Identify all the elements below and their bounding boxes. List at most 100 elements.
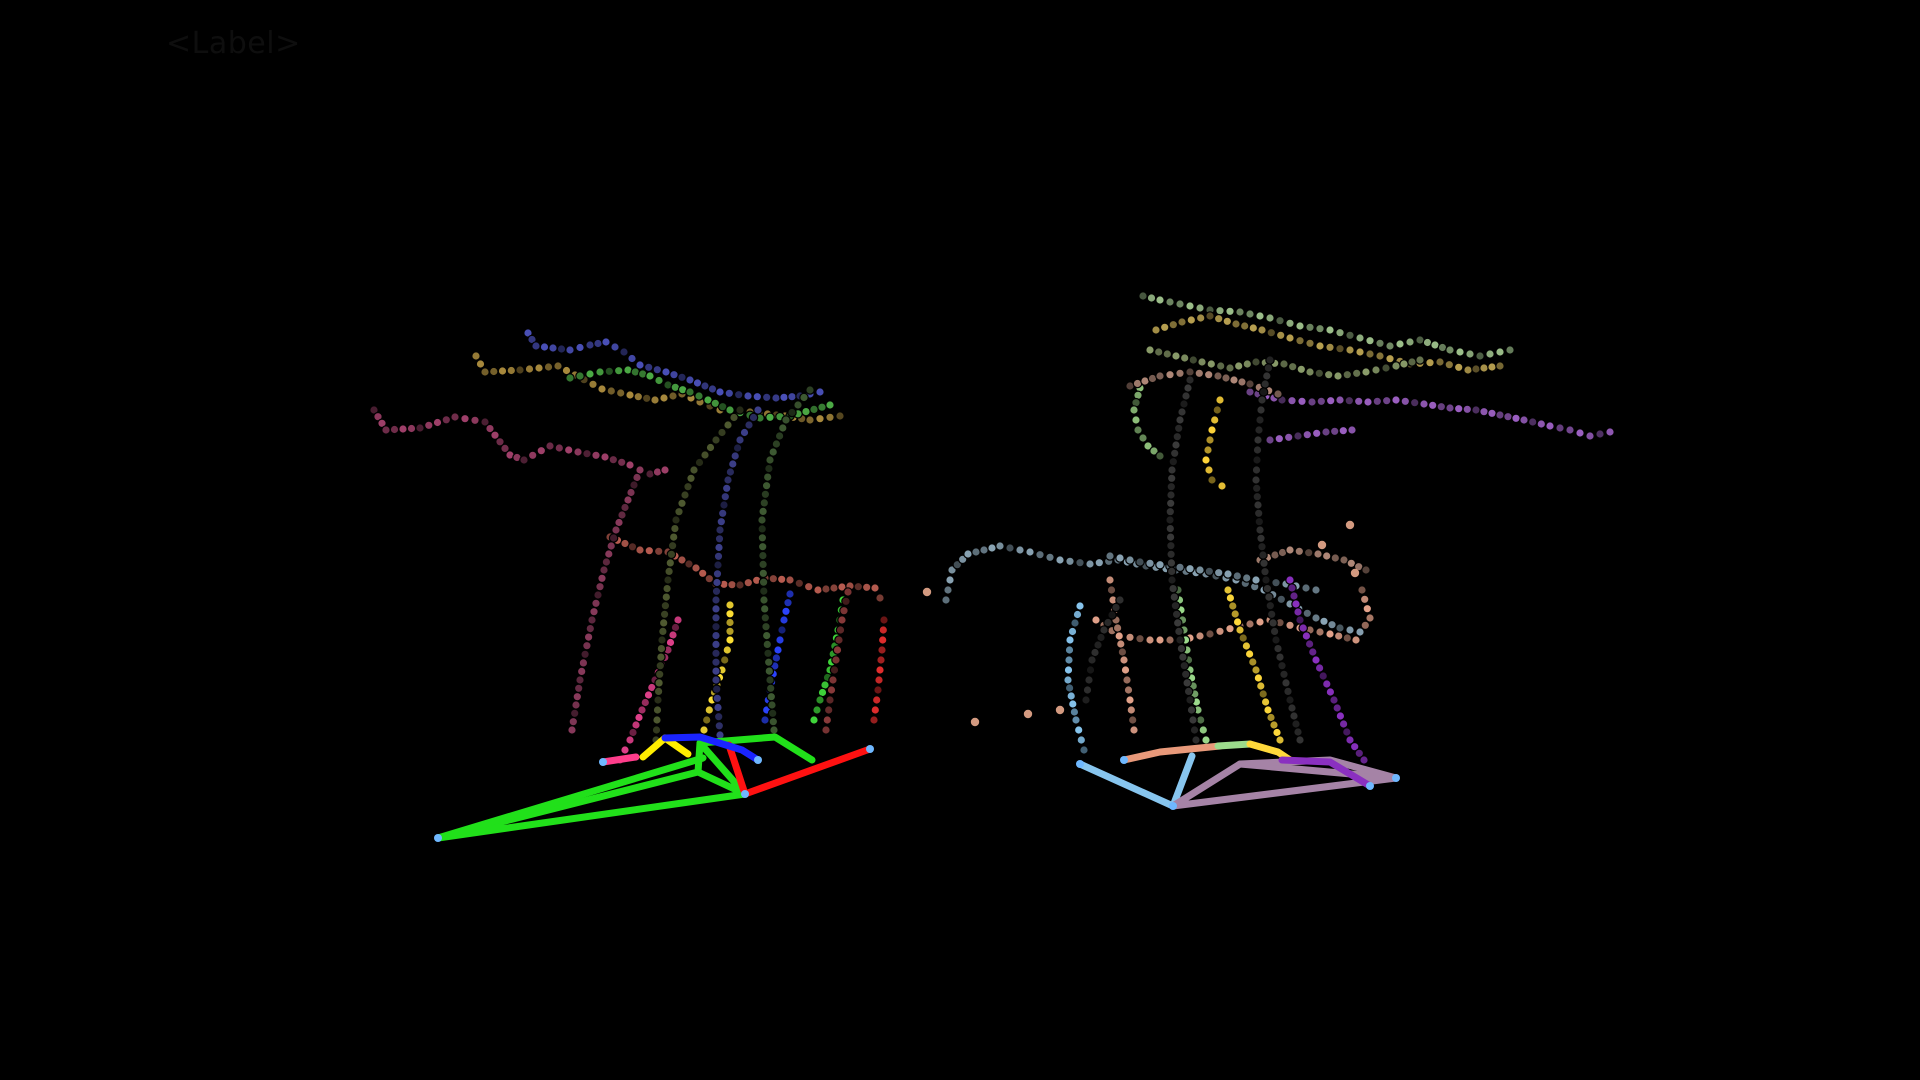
trail-point [758,559,768,570]
trail-point [763,648,773,659]
trail-point [1116,639,1126,649]
trail-point [567,725,577,735]
trail-point [697,568,708,579]
trail-point [1123,685,1134,695]
trail-point [763,657,774,667]
trail-point [711,435,721,445]
trail-point [1127,715,1138,725]
trail-point [1213,567,1224,578]
trail-point [735,435,745,445]
trail-point [1170,600,1181,611]
trail-point [1445,345,1455,355]
stray-point [970,717,980,727]
trail-point [1311,655,1321,665]
trail-point [1276,594,1287,605]
trail-point [1269,626,1280,637]
trail-point [1455,347,1465,357]
trail-point [415,423,425,433]
trail-point [758,586,769,596]
trail-point [1296,364,1307,375]
left-hand-joint [434,834,442,842]
trail-point [652,364,663,375]
trail-point [1221,373,1231,383]
trail-point [519,455,529,465]
trail-point [1251,575,1261,585]
trail-point [873,685,883,695]
trail-point [1135,557,1145,567]
trail-point [1115,553,1125,563]
trail-point [1329,426,1340,437]
trail-point [1151,325,1161,335]
trail-point [677,555,687,565]
trail-point [1260,379,1270,389]
trail-point [1357,585,1367,595]
trail-point [1055,555,1065,565]
right-hand-trail [1201,395,1227,491]
trail-point [715,387,725,397]
trail-point [578,658,589,668]
trail-point [1259,558,1269,569]
trail-point [764,463,774,474]
trail-point [1068,699,1078,709]
trail-point [694,391,704,401]
trail-point [591,598,601,609]
trail-point [1479,363,1489,373]
trail-point [1275,330,1286,341]
trail-point [1229,375,1239,385]
left-hand-bone [661,733,762,764]
trail-point [724,388,735,399]
trail-point [1168,319,1179,330]
trail-point [762,472,773,482]
trail-point [1079,745,1089,755]
trail-point [1155,635,1165,645]
trail-point [1363,397,1373,407]
trail-point [677,498,687,509]
trail-point [685,387,695,397]
trail-point [1166,473,1177,484]
trail-point [1409,397,1420,408]
trail-point [799,392,809,403]
trail-point [580,649,590,660]
trail-point [1266,609,1277,620]
trail-point [531,341,541,351]
trail-point [1155,451,1165,461]
trail-point [1294,546,1305,557]
trail-point [1207,475,1217,485]
trail-point [1176,643,1187,654]
trail-point [765,412,775,423]
trail-point [1338,425,1349,436]
trail-point [1295,615,1305,625]
trail-point [1471,405,1481,415]
trail-point [1495,347,1505,357]
trail-point [758,568,769,579]
trail-point [768,447,778,457]
trail-point [1585,431,1595,441]
trail-point [1085,665,1096,675]
trail-point [1225,623,1235,634]
trail-point [585,340,595,350]
right-hand-trail [1165,375,1201,745]
stray-point [1023,709,1033,719]
trail-point [759,595,769,605]
trail-point [1495,410,1505,420]
left-hand-trail [869,615,889,725]
trail-point [1338,719,1349,729]
trail-point [1072,609,1083,620]
trail-point [765,455,775,465]
trail-point [1264,592,1274,602]
trail-point [1225,363,1235,373]
trail-point [719,500,729,510]
trail-point [1345,330,1355,341]
trail-point [823,705,834,715]
trail-point [1075,557,1085,568]
trail-point [569,708,580,719]
trail-point [583,632,594,642]
trail-point [1335,623,1345,633]
trail-point [839,605,849,616]
trail-point [1293,727,1303,737]
trail-point [1251,357,1261,367]
trail-point [1067,626,1078,637]
trail-point [582,448,592,459]
